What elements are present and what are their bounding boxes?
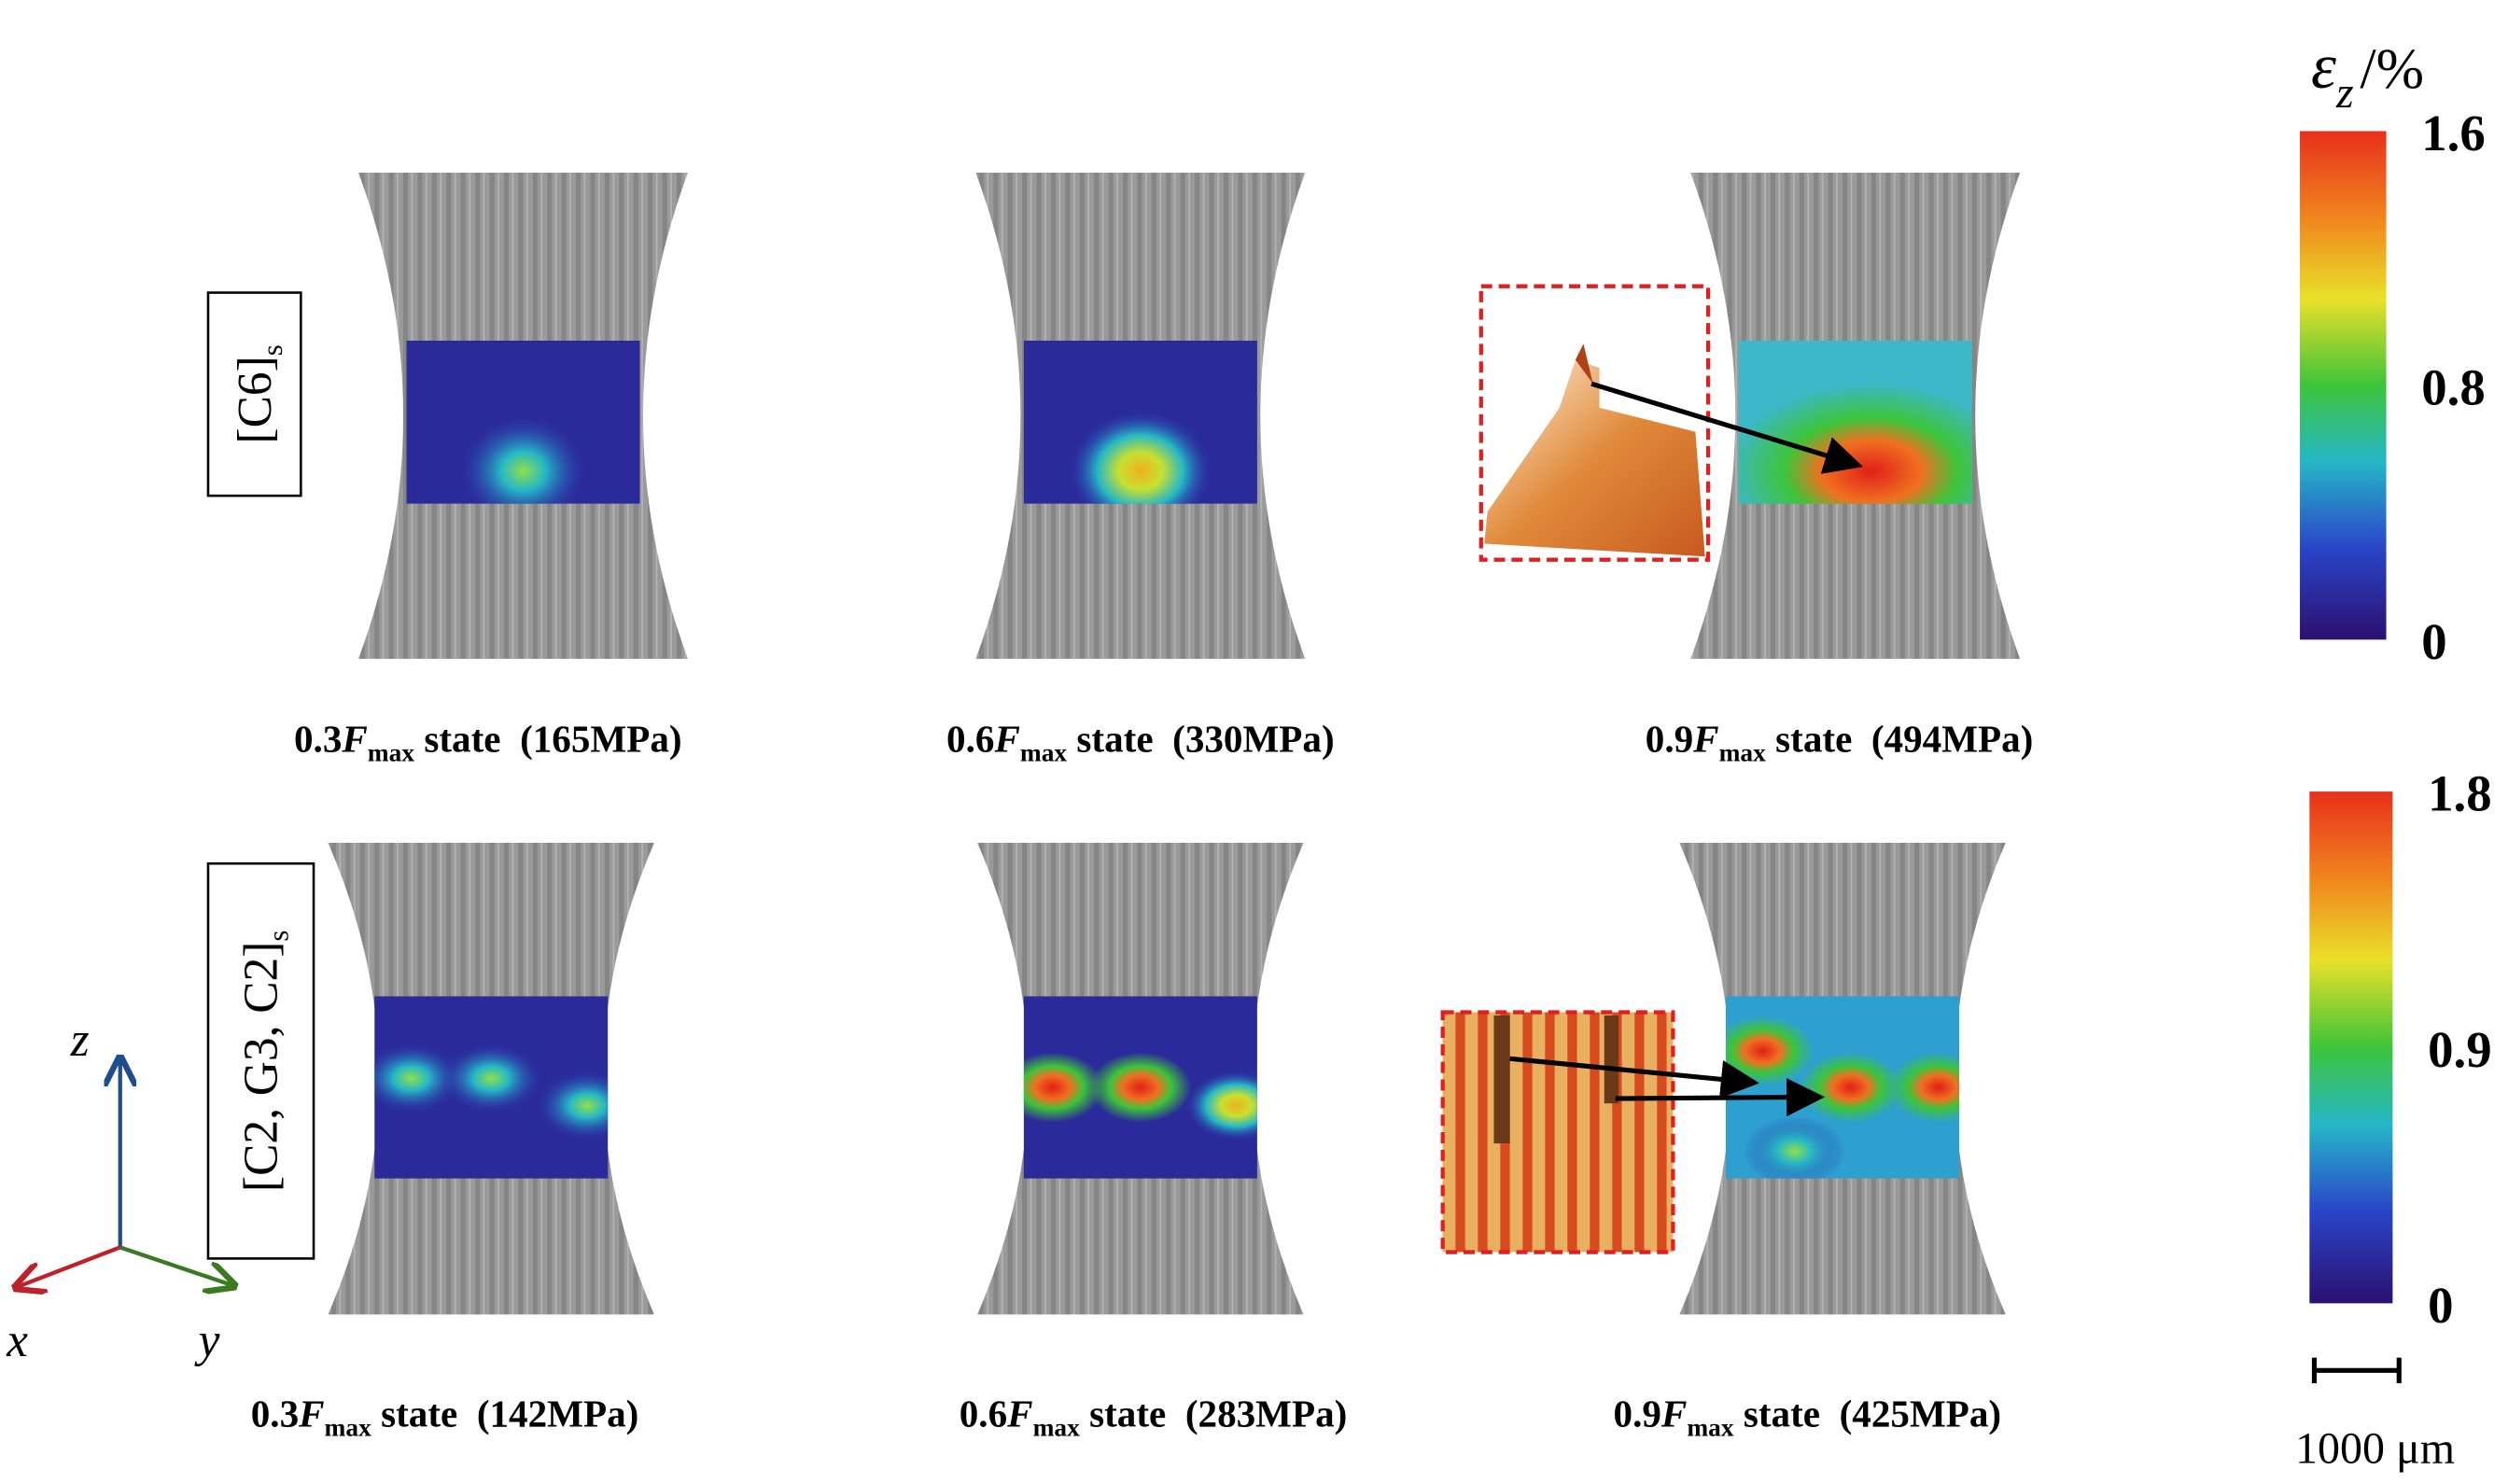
label-text: [C6]: [229, 356, 282, 443]
caption-subscript: max: [325, 1414, 372, 1442]
specimen-row: [C2, G3, C2]s0.3Fmax state (142MPa) 0.6Fma…: [206, 842, 2006, 1442]
colorbar-tick-label: 1.6: [2421, 105, 2486, 161]
scale-label: 1000 μm: [2295, 1424, 2455, 1474]
colorbar-tick-label: 0: [2428, 1277, 2453, 1334]
caption-text: state (425MPa): [1744, 1392, 2001, 1435]
strain-field: [1725, 996, 1960, 1179]
strain-hotspot: [1887, 1052, 1960, 1123]
colorbar-scale: [2300, 131, 2387, 640]
colorbar: 1.8 0.9 0: [2309, 765, 2492, 1334]
caption-text: state (283MPa): [1089, 1392, 1347, 1435]
y-axis: [119, 1245, 234, 1285]
caption-symbol: F: [993, 717, 1019, 760]
strain-hotspot: [1184, 1070, 1257, 1141]
strain-hotspot: [1089, 1052, 1192, 1123]
strain-hotspot: [374, 1043, 463, 1114]
strain-hotspot: [1799, 1052, 1902, 1123]
panel-caption: 0.6Fmax state (330MPa): [946, 717, 1335, 766]
caption-subscript: max: [1687, 1414, 1734, 1442]
strain-hotspot: [458, 414, 588, 504]
inset-top: [1478, 284, 1864, 562]
row-label: [C2, G3, C2]s: [235, 931, 295, 1192]
panel-caption: 0.9Fmax state (425MPa): [1614, 1392, 2002, 1441]
unit: /%: [2361, 37, 2425, 101]
caption-symbol: F: [1692, 717, 1718, 760]
strain-field: [1023, 996, 1257, 1179]
colorbar-tick-label: 0.8: [2421, 358, 2486, 415]
scale-bar: 1000 μm: [2295, 1357, 2455, 1474]
z-label: z: [70, 1014, 90, 1067]
label-subscript: s: [263, 931, 295, 942]
caption-subscript: max: [1719, 739, 1767, 767]
row-label-box: [206, 861, 315, 1260]
panel-caption: 0.3Fmax state (165MPa): [294, 717, 682, 766]
axes-triad: z x y: [6, 1014, 233, 1367]
colorbar-tick-label: 0: [2421, 613, 2446, 670]
strain-hotspot: [1725, 1015, 1814, 1086]
caption-text: state (494MPa): [1775, 717, 2033, 761]
inset-bottom: [1440, 1010, 1826, 1254]
strain-hotspot: [536, 1070, 609, 1141]
caption-factor: 0.9: [1646, 717, 1693, 760]
strain-field: [374, 996, 609, 1179]
caption-subscript: max: [368, 739, 415, 767]
panel-caption: 0.6Fmax state (283MPa): [960, 1392, 1348, 1441]
panel-caption: 0.3Fmax state (142MPa): [251, 1392, 639, 1441]
colorbar: 1.6 0.8 0: [2300, 105, 2486, 670]
x-label: x: [6, 1314, 28, 1367]
subscript: z: [2335, 68, 2354, 118]
caption-factor: 0.6: [946, 717, 994, 760]
caption-text: state (142MPa): [381, 1392, 638, 1435]
caption-symbol: F: [298, 1392, 324, 1435]
y-label: y: [194, 1314, 220, 1367]
row-label: [C6]s: [229, 344, 288, 443]
label-subscript: s: [257, 344, 288, 356]
caption-symbol: F: [1660, 1392, 1687, 1435]
colorbar-title: εz/%: [2231, 31, 2472, 118]
x-axis: [16, 1245, 121, 1287]
caption-factor: 0.9: [1614, 1392, 1661, 1435]
colorbar-tick-label: 1.8: [2428, 765, 2492, 822]
strain-hotspot: [440, 1043, 543, 1114]
panel-caption: 0.9Fmax state (494MPa): [1646, 717, 2034, 766]
caption-subscript: max: [1033, 1414, 1081, 1442]
caption-text: state (165MPa): [424, 717, 681, 761]
strain-hotspot: [1068, 410, 1212, 504]
colorbar-scale: [2309, 791, 2393, 1304]
specimen-row: [C6]s0.3Fmax state (165MPa) 0.6Fmax state (…: [206, 173, 2034, 767]
symbol: ε: [2311, 31, 2336, 102]
caption-symbol: F: [341, 717, 367, 760]
strain-field: [406, 340, 640, 504]
caption-factor: 0.3: [251, 1392, 299, 1435]
caption-factor: 0.3: [294, 717, 342, 760]
strain-hotspot: [1743, 1115, 1846, 1179]
colorbar-tick-label: 0.9: [2428, 1021, 2492, 1078]
label-text: [C2, G3, C2]: [235, 942, 288, 1192]
row-label-box: [206, 291, 302, 497]
strain-field: [1023, 340, 1257, 504]
strain-hotspot: [1023, 1052, 1104, 1123]
caption-factor: 0.6: [960, 1392, 1007, 1435]
caption-symbol: F: [1006, 1392, 1032, 1435]
caption-text: state (330MPa): [1076, 717, 1334, 761]
caption-subscript: max: [1020, 739, 1068, 767]
